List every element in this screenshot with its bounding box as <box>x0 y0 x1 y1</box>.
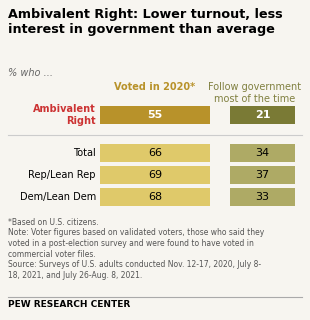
Text: 55: 55 <box>147 110 163 120</box>
Text: Total: Total <box>73 148 96 158</box>
Text: % who ...: % who ... <box>8 68 53 78</box>
Text: Source: Surveys of U.S. adults conducted Nov. 12-17, 2020, July 8-
18, 2021, and: Source: Surveys of U.S. adults conducted… <box>8 260 261 280</box>
Text: *Based on U.S. citizens.: *Based on U.S. citizens. <box>8 218 99 227</box>
Text: Rep/Lean Rep: Rep/Lean Rep <box>29 170 96 180</box>
Bar <box>100 144 210 162</box>
Text: Note: Voter figures based on validated voters, those who said they
voted in a po: Note: Voter figures based on validated v… <box>8 228 264 259</box>
Bar <box>230 144 295 162</box>
Text: 33: 33 <box>255 192 269 202</box>
Bar <box>100 188 210 206</box>
Bar <box>100 106 210 124</box>
Text: Follow government
most of the time: Follow government most of the time <box>208 82 302 104</box>
Text: 37: 37 <box>255 170 270 180</box>
Text: Dem/Lean Dem: Dem/Lean Dem <box>20 192 96 202</box>
Bar <box>230 106 295 124</box>
Bar <box>100 166 210 184</box>
Text: 69: 69 <box>148 170 162 180</box>
Bar <box>230 188 295 206</box>
Text: PEW RESEARCH CENTER: PEW RESEARCH CENTER <box>8 300 130 309</box>
Text: Voted in 2020*: Voted in 2020* <box>114 82 196 92</box>
Text: 34: 34 <box>255 148 270 158</box>
Text: 68: 68 <box>148 192 162 202</box>
Text: 66: 66 <box>148 148 162 158</box>
Text: Ambivalent Right: Lower turnout, less
interest in government than average: Ambivalent Right: Lower turnout, less in… <box>8 8 283 36</box>
Text: Ambivalent
Right: Ambivalent Right <box>33 104 96 126</box>
Text: 21: 21 <box>255 110 270 120</box>
Bar <box>230 166 295 184</box>
